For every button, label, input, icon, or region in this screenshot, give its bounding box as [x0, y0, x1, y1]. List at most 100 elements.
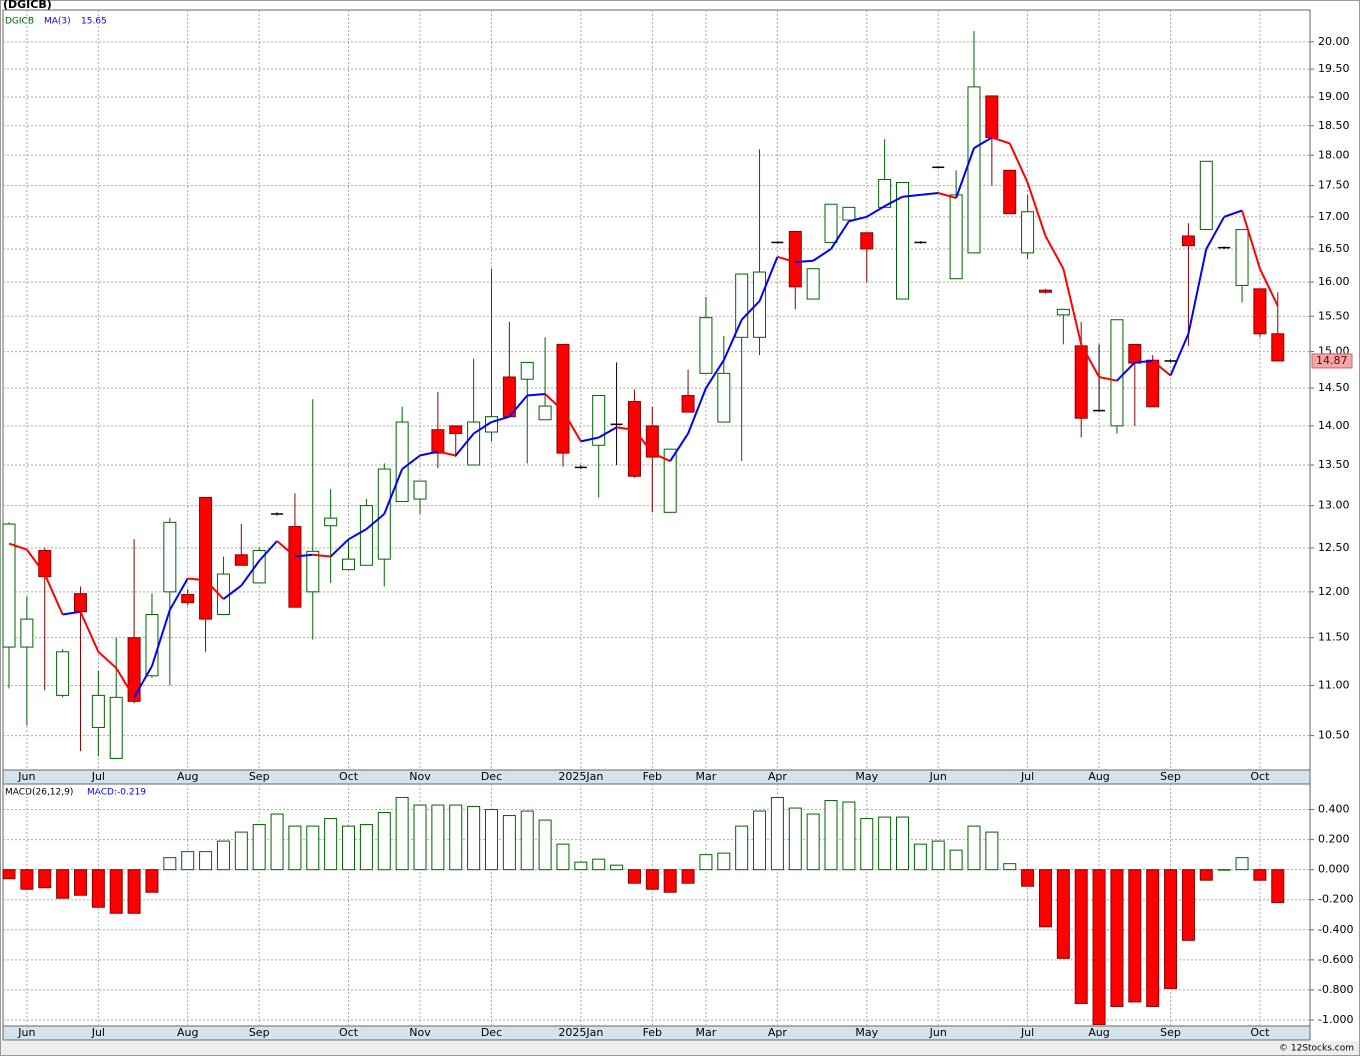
- x-tick-label: Oct: [1250, 1026, 1270, 1039]
- ma-segment: [1187, 248, 1208, 334]
- macd-bar: [342, 825, 356, 871]
- legend-macd-value: MACD:-0.219: [87, 788, 146, 798]
- macd-bar: [949, 849, 963, 871]
- y-tick-label: 19.00: [1318, 90, 1350, 103]
- ma-segment: [1205, 216, 1226, 250]
- candle-body: [1021, 211, 1035, 254]
- ma-segment: [1223, 209, 1243, 218]
- candle-body: [413, 480, 427, 500]
- ma-segment: [401, 454, 421, 470]
- x-tick-label: Jul: [91, 770, 105, 783]
- ma-segment: [1098, 376, 1118, 382]
- ma-segment: [491, 415, 510, 423]
- ma-segment: [866, 205, 886, 218]
- y-tick-label: 0.000: [1318, 863, 1350, 876]
- candle-body: [1056, 308, 1070, 316]
- footer-strip: [1, 1041, 1359, 1055]
- ma-segment: [97, 651, 117, 669]
- candle-body: [896, 182, 909, 300]
- candle-body: [109, 696, 123, 759]
- legend-ma-value: 15.65: [81, 17, 107, 27]
- candle-body: [949, 194, 963, 280]
- macd-bar: [145, 869, 159, 893]
- ma-segment: [562, 410, 582, 442]
- ma-segment: [419, 450, 439, 457]
- x-tick-label: Aug: [177, 1026, 198, 1039]
- macd-bar: [20, 869, 34, 890]
- ma-segment: [705, 359, 725, 389]
- candle-body: [342, 558, 356, 571]
- ma-segment: [902, 193, 921, 198]
- y-tick-label: 16.00: [1318, 275, 1350, 288]
- macd-bar: [1271, 869, 1285, 904]
- x-tick-label: Oct: [1250, 770, 1270, 783]
- ma-segment: [740, 300, 761, 321]
- ma-segment: [669, 433, 689, 462]
- ma-segment: [580, 436, 599, 443]
- macd-bar: [896, 816, 909, 871]
- ma-segment: [795, 259, 814, 264]
- macd-bar: [431, 804, 445, 871]
- last-price-box: [1311, 353, 1353, 369]
- candle-body: [1235, 229, 1249, 286]
- date-strip: [2, 1025, 1311, 1041]
- candle-body: [627, 401, 641, 477]
- candle-body: [306, 550, 320, 593]
- macd-bar: [735, 825, 749, 871]
- ma-segment: [26, 549, 46, 575]
- macd-bar: [1235, 857, 1249, 871]
- macd-bar: [199, 851, 213, 871]
- ma-segment: [348, 528, 367, 541]
- candle-body: [127, 637, 141, 702]
- x-tick-label: Jun: [929, 1026, 947, 1039]
- x-tick-label: Dec: [481, 1026, 502, 1039]
- ma-segment: [1241, 210, 1261, 270]
- legend-symbol: DGICB: [5, 17, 34, 27]
- ma-segment: [1169, 333, 1190, 376]
- x-tick-label: Jul: [1020, 1026, 1034, 1039]
- candle-body: [449, 425, 463, 435]
- candle-body: [967, 86, 981, 254]
- macd-bar: [967, 825, 981, 871]
- macd-bar: [574, 861, 588, 871]
- ma-segment: [454, 432, 475, 457]
- candle-body: [663, 448, 677, 513]
- macd-bar: [109, 869, 123, 914]
- candle-body: [234, 554, 248, 566]
- macd-bar: [1038, 869, 1052, 928]
- x-tick-label: Nov: [409, 1026, 431, 1039]
- ma-segment: [473, 421, 493, 435]
- macd-bar: [1164, 869, 1178, 989]
- macd-bar: [2, 869, 16, 880]
- ma-segment: [365, 513, 385, 530]
- macd-bar: [502, 815, 516, 871]
- ma-segment: [294, 553, 313, 558]
- candle-body: [681, 395, 695, 413]
- x-tick-label: Feb: [643, 1026, 662, 1039]
- x-tick-label: Oct: [339, 770, 359, 783]
- macd-bar: [306, 825, 320, 871]
- y-tick-label: 17.00: [1318, 210, 1350, 223]
- candle-body: [181, 594, 195, 604]
- candle-body: [985, 95, 999, 138]
- macd-bar: [216, 840, 230, 871]
- candle-body: [1146, 359, 1160, 408]
- ma-segment: [955, 147, 975, 199]
- ma-segment: [383, 468, 404, 515]
- macd-bar: [1003, 863, 1017, 871]
- candle-body: [1199, 160, 1213, 231]
- legend-ma: MA(3): [44, 17, 71, 27]
- macd-bar: [556, 843, 570, 871]
- candle-body: [806, 268, 820, 300]
- ma-segment: [115, 667, 135, 698]
- ma-segment: [1134, 359, 1153, 364]
- x-tick-label: Sep: [1160, 1026, 1181, 1039]
- macd-bar: [717, 852, 731, 871]
- x-tick-label: Aug: [1088, 770, 1109, 783]
- macd-bar: [56, 869, 70, 899]
- y-tick-label: 10.50: [1318, 729, 1350, 742]
- ma-segment: [1026, 182, 1047, 237]
- candle-body: [860, 232, 874, 250]
- x-tick-label: Jun: [929, 770, 947, 783]
- ma-segment: [1116, 361, 1136, 382]
